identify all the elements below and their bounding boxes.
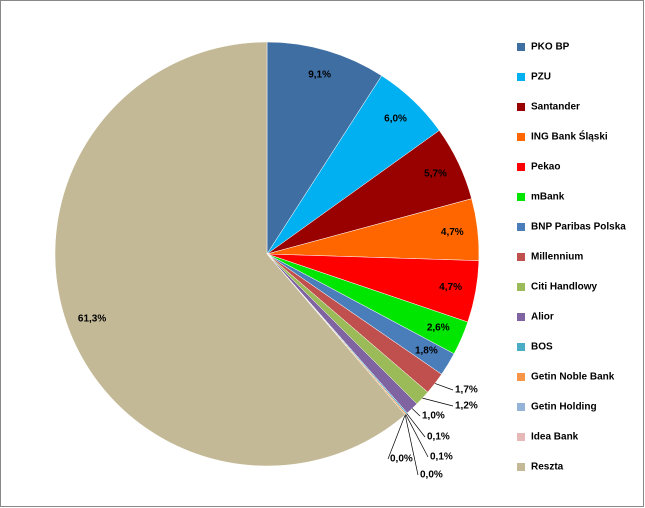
legend-label: mBank [531,192,565,203]
data-label: 4,7% [439,282,462,293]
leader-line [406,413,426,438]
legend-label: BNP Paribas Polska [531,222,626,233]
leader-line [422,397,454,407]
legend-swatch [517,253,525,261]
data-label: 0,1% [430,452,453,463]
legend-label: PZU [531,72,551,83]
data-label: 61,3% [78,313,106,324]
legend-swatch [517,343,525,351]
leader-line [387,414,406,460]
legend-label: PKO BP [531,42,570,53]
data-label: 1,2% [455,401,478,412]
legend-swatch [517,463,525,471]
leader-line [411,408,421,417]
legend-label: Reszta [531,462,564,473]
pie-slice [266,41,383,255]
legend-swatch [517,193,525,201]
legend-swatch [517,73,525,81]
data-label: 9,1% [308,70,331,81]
legend-label: BOS [531,342,553,353]
leader-line [405,414,429,458]
legend-label: Pekao [531,162,560,173]
data-label: 1,8% [415,346,438,357]
data-label: 6,0% [384,113,407,124]
legend-label: Citi Handlowy [531,282,598,293]
legend-swatch [517,103,525,111]
legend-label: Getin Noble Bank [531,372,615,383]
legend-label: Millennium [531,252,583,263]
data-label: 0,0% [420,470,443,481]
legend-swatch [517,313,525,321]
legend-swatch [517,403,525,411]
legend-label: Getin Holding [531,402,597,413]
legend-label: Santander [531,102,580,113]
legend-swatch [517,223,525,231]
data-label: 0,0% [390,454,413,465]
legend-swatch [517,163,525,171]
legend-swatch [517,373,525,381]
legend-label: Idea Bank [531,432,579,443]
leader-line [434,383,454,391]
legend-swatch [517,433,525,441]
data-label: 1,0% [422,411,445,422]
pie-slice [54,41,406,467]
data-label: 1,7% [455,385,478,396]
legend-swatch [517,133,525,141]
legend-swatch [517,43,525,51]
legend-label: Alior [531,312,554,323]
data-label: 5,7% [424,169,447,180]
data-label: 4,7% [441,227,464,238]
legend-label: ING Bank Śląski [531,130,608,143]
data-label: 0,1% [427,432,450,443]
data-label: 2,6% [427,323,450,334]
legend-swatch [517,283,525,291]
leader-line [404,414,419,476]
